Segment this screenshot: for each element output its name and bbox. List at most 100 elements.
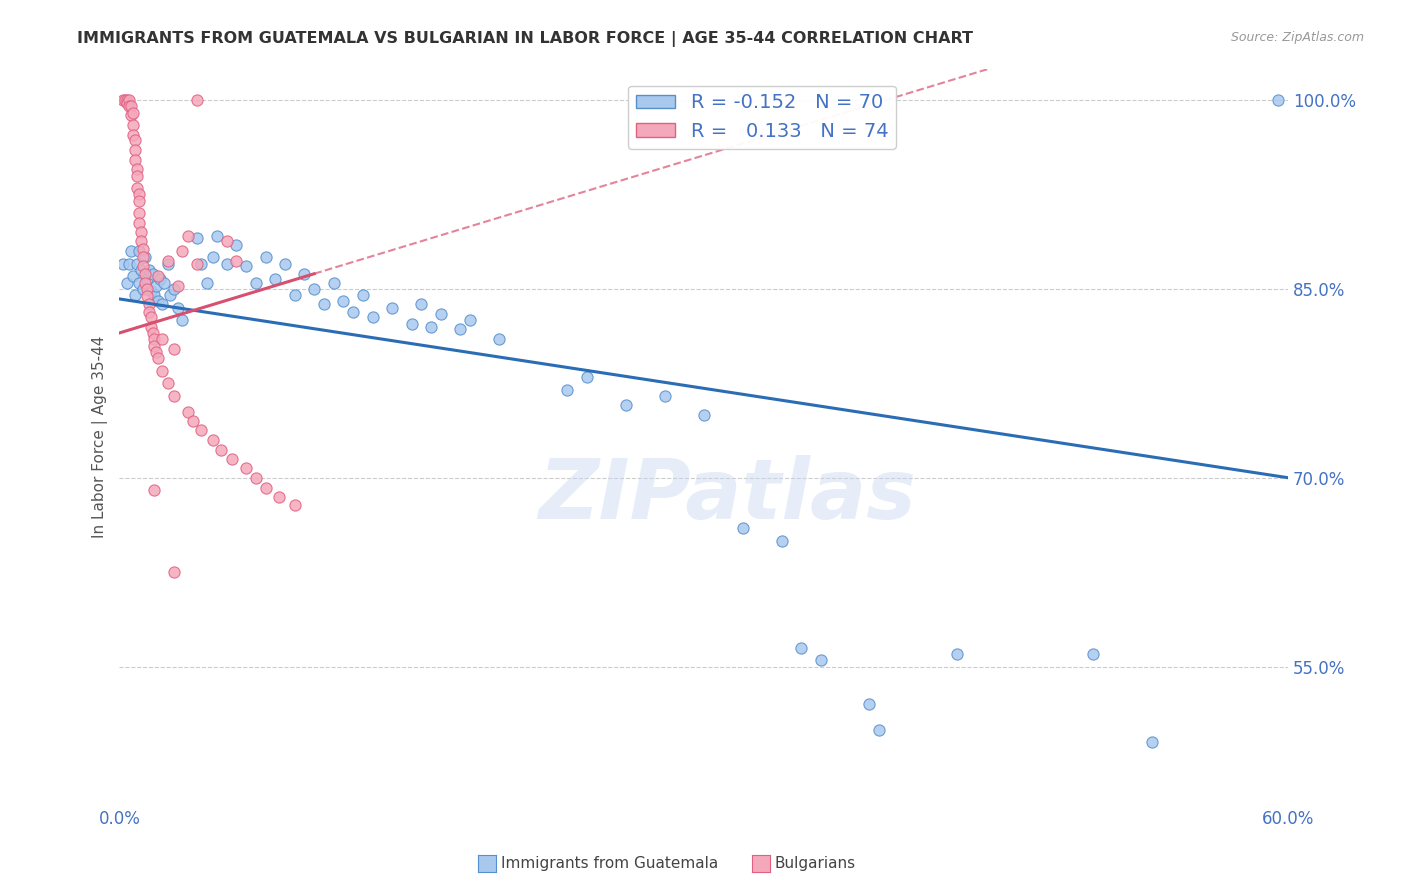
Point [575, 370, 598, 384]
Point [449, 322, 471, 336]
Point [488, 332, 510, 346]
Point [134, 251, 156, 265]
Point [115, 95, 138, 110]
Point [135, 282, 157, 296]
Point [254, 251, 277, 265]
Text: Immigrants from Guatemala: Immigrants from Guatemala [501, 856, 718, 871]
Point [294, 267, 316, 281]
Point [458, 313, 481, 327]
Point [1083, 647, 1105, 661]
Point [1267, 93, 1289, 107]
Point [143, 338, 166, 352]
Point [129, 225, 152, 239]
Point [124, 144, 146, 158]
Point [868, 723, 890, 737]
Point [124, 153, 146, 168]
Point [235, 460, 257, 475]
Point [731, 521, 754, 535]
Point [118, 93, 141, 107]
Point [128, 276, 150, 290]
Point [322, 276, 344, 290]
Point [302, 282, 325, 296]
Point [332, 294, 354, 309]
Text: Bulgarians: Bulgarians [775, 856, 856, 871]
Point [284, 288, 307, 302]
Point [183, 414, 205, 428]
Point [201, 251, 224, 265]
Point [614, 398, 637, 412]
Point [118, 257, 141, 271]
Point [195, 276, 218, 290]
Point [858, 698, 880, 712]
Point [190, 423, 212, 437]
Point [190, 257, 212, 271]
Point [157, 257, 180, 271]
Point [430, 307, 453, 321]
Point [245, 471, 267, 485]
Point [124, 133, 146, 147]
Point [312, 297, 335, 311]
Point [122, 128, 145, 143]
Point [129, 234, 152, 248]
Point [128, 187, 150, 202]
Point [112, 93, 135, 107]
Point [157, 254, 180, 268]
Point [128, 206, 150, 220]
Point [143, 332, 166, 346]
Y-axis label: In Labor Force | Age 35-44: In Labor Force | Age 35-44 [93, 335, 108, 538]
Legend: R = -0.152   N = 70, R =   0.133   N = 74: R = -0.152 N = 70, R = 0.133 N = 74 [628, 86, 896, 149]
Point [215, 234, 238, 248]
Point [946, 647, 969, 661]
Point [401, 317, 423, 331]
Point [163, 565, 186, 579]
Point [810, 653, 832, 667]
Point [225, 254, 247, 268]
Point [150, 332, 173, 346]
Point [115, 276, 138, 290]
Point [128, 216, 150, 230]
Point [112, 257, 135, 271]
Point [128, 194, 150, 208]
Point [143, 483, 166, 498]
Point [186, 93, 208, 107]
Point [235, 259, 257, 273]
Point [284, 499, 307, 513]
Point [269, 490, 291, 504]
Point [141, 326, 163, 340]
Point [134, 267, 156, 281]
Point [122, 118, 145, 132]
Point [139, 285, 162, 299]
Point [274, 257, 297, 271]
Point [170, 313, 193, 327]
Point [118, 99, 141, 113]
Point [654, 389, 676, 403]
Point [557, 383, 579, 397]
Point [132, 259, 155, 273]
Point [245, 276, 267, 290]
Point [150, 364, 173, 378]
Point [141, 267, 163, 281]
Point [420, 319, 443, 334]
Point [135, 272, 157, 286]
Point [201, 433, 224, 447]
Point [342, 304, 364, 318]
Point [148, 269, 170, 284]
Point [129, 263, 152, 277]
Point [361, 310, 384, 324]
Point [125, 162, 148, 177]
Point [128, 244, 150, 258]
Point [381, 301, 404, 315]
Point [693, 408, 716, 422]
Point [143, 288, 166, 302]
Point [770, 533, 793, 548]
Point [411, 297, 433, 311]
Point [135, 289, 157, 303]
Point [215, 257, 238, 271]
Point [138, 297, 160, 311]
Point [170, 244, 193, 258]
Point [122, 105, 145, 120]
Point [205, 229, 228, 244]
Point [186, 231, 208, 245]
Point [1140, 735, 1163, 749]
Point [120, 99, 142, 113]
